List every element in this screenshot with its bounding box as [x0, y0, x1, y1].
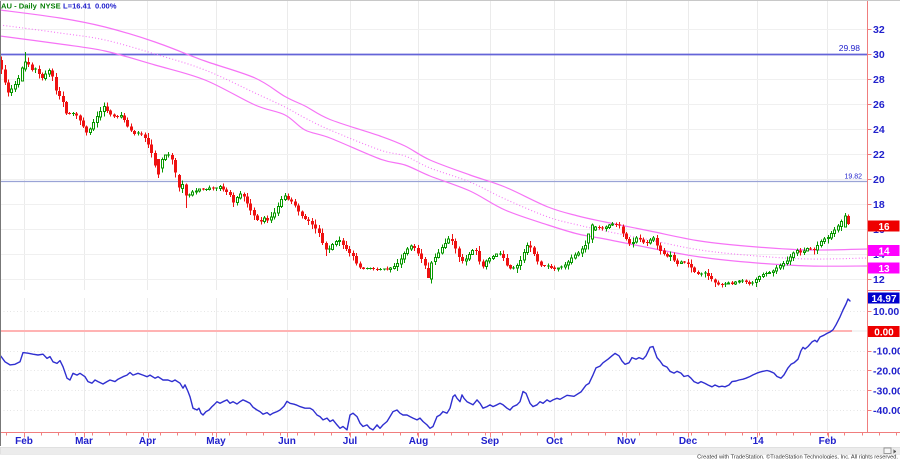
svg-text:20: 20 — [873, 174, 885, 186]
svg-text:Jun: Jun — [278, 436, 296, 447]
svg-text:Apr: Apr — [139, 436, 156, 447]
svg-text:-10.00: -10.00 — [873, 346, 900, 358]
svg-text:AU - Daily: AU - Daily — [1, 2, 38, 11]
svg-text:Feb: Feb — [15, 436, 33, 447]
svg-text:Oct: Oct — [546, 436, 563, 447]
svg-text:Jul: Jul — [343, 436, 358, 447]
svg-text:14.97: 14.97 — [871, 294, 896, 305]
svg-text:16: 16 — [878, 222, 890, 233]
svg-text:14: 14 — [878, 246, 890, 257]
svg-text:24: 24 — [873, 124, 885, 136]
svg-text:'14: '14 — [750, 436, 764, 447]
svg-text:26: 26 — [873, 99, 885, 111]
svg-text:L=16.41: L=16.41 — [63, 2, 92, 11]
svg-text:-30.00: -30.00 — [873, 385, 900, 397]
svg-text:10.00: 10.00 — [873, 306, 899, 318]
svg-text:22: 22 — [873, 149, 885, 161]
svg-text:-20.00: -20.00 — [873, 366, 900, 378]
svg-text:18: 18 — [873, 199, 885, 211]
svg-text:Aug: Aug — [409, 436, 428, 447]
svg-text:-40.00: -40.00 — [873, 405, 900, 417]
svg-text:Dec: Dec — [679, 436, 698, 447]
svg-text:NYSE: NYSE — [40, 2, 61, 11]
svg-text:12: 12 — [873, 274, 885, 286]
svg-text:13: 13 — [878, 264, 890, 275]
svg-text:Mar: Mar — [75, 436, 93, 447]
svg-text:Nov: Nov — [617, 436, 636, 447]
svg-text:Created with TradeStation. ©Tr: Created with TradeStation. ©TradeStation… — [697, 454, 898, 459]
svg-text:Sep: Sep — [481, 436, 499, 447]
svg-text:28: 28 — [873, 74, 885, 86]
svg-text:29.98: 29.98 — [839, 43, 861, 53]
svg-text:32: 32 — [873, 24, 885, 36]
svg-text:19.82: 19.82 — [844, 174, 862, 181]
svg-text:May: May — [206, 436, 226, 447]
svg-text:Feb: Feb — [819, 436, 837, 447]
svg-text:0.00%: 0.00% — [95, 2, 117, 11]
svg-text:30: 30 — [873, 49, 885, 61]
svg-text:0.00: 0.00 — [874, 327, 894, 338]
